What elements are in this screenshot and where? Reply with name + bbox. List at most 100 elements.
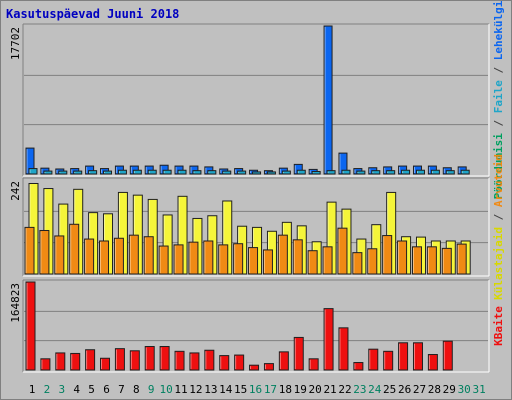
bar-face [456,243,467,275]
bar-Arvuteid-7 [113,237,124,275]
bar-Arvuteid-29 [441,247,452,275]
bar-Faile-29 [445,170,455,175]
bar-face [266,171,276,175]
bar-face [415,169,425,175]
bar-Arvuteid-19 [292,239,303,275]
bar-Arvuteid-4 [69,223,80,275]
x-tick-label: 8 [133,383,140,396]
bar-KBaite-29 [442,340,453,371]
x-tick-label: 13 [204,383,217,396]
bar-face [113,237,124,275]
bar-Arvuteid-17 [262,249,273,275]
bar-face [237,170,247,175]
bar-Arvuteid-16 [248,247,259,275]
bar-Arvuteid-1 [24,226,35,275]
bar-face [430,169,440,175]
bar-face [103,170,113,175]
legend-text: Pöördumisi [492,133,505,200]
bar-face [203,240,214,275]
bar-Arvuteid-22 [337,227,348,275]
bar-KBaite-13 [204,349,215,371]
bar-Faile-18 [281,170,291,175]
bar-KBaite-6 [100,357,111,371]
bar-face [442,340,453,371]
bar-face [85,349,96,371]
bar-Arvuteid-11 [173,244,184,275]
bar-face [263,363,274,371]
bar-Faile-13 [207,170,217,175]
bar-face [129,350,140,371]
bar-face [43,170,53,175]
bar-face [277,234,288,275]
right-legend-1: Pöördumisi / Faile / Lehekülgi [492,0,505,199]
x-tick-label: 14 [219,383,233,396]
x-tick-label: 19 [294,383,307,396]
x-tick-label: 23 [353,383,366,396]
bar-face [173,244,184,275]
bar-Arvuteid-23 [352,252,363,275]
bar-KBaite-8 [129,350,140,371]
bar-face [100,357,111,371]
bar-face [248,247,259,275]
bar-face [368,348,379,371]
bar-Faile-15 [237,170,247,175]
bar-Arvuteid-9 [143,236,154,275]
bar-Arvuteid-13 [203,240,214,275]
bar-Arvuteid-26 [397,240,408,275]
bar-face [25,281,36,371]
right-legend-2: Külastajaid / Arvuteid [492,154,505,300]
bar-face [174,350,185,371]
bar-Faile-17 [266,171,276,175]
bar-KBaite-28 [427,354,438,371]
legend-text: / [492,60,505,80]
bar-face [69,223,80,275]
bar-Arvuteid-3 [54,235,65,275]
x-tick-label: 7 [118,383,125,396]
bar-face [99,240,110,275]
bar-KBaite-15 [234,354,245,371]
bar-face [308,358,319,371]
bar-face [398,342,409,371]
bar-face [204,349,215,371]
x-tick-label: 17 [264,383,277,396]
bar-face [371,170,381,175]
bar-KBaite-7 [114,348,125,371]
bar-face [307,250,318,275]
bar-Arvuteid-30 [456,243,467,275]
bar-Faile-26 [401,169,411,175]
bar-Faile-20 [311,170,321,175]
legend-text: / [492,207,505,227]
x-tick-label: 31 [472,383,485,396]
bar-Faile-28 [430,169,440,175]
bar-Faile-19 [296,169,306,175]
bar-face [262,249,273,275]
bar-face [460,169,470,175]
bar-face [341,169,351,175]
bar-Faile-12 [192,170,202,175]
right-legend-3: KBaite [492,306,505,346]
bar-Arvuteid-14 [218,244,229,275]
bar-face [222,170,232,175]
panel-plot-area [23,24,489,176]
bar-face [323,308,334,371]
bar-Arvuteid-2 [39,229,50,275]
bar-face [249,364,260,371]
bar-face [158,245,169,275]
bar-KBaite-2 [40,358,51,371]
bar-face [192,170,202,175]
y-max-label: 17702 [9,27,22,60]
bar-face [233,243,244,275]
bar-face [55,352,66,371]
x-tick-label: 30 [458,383,471,396]
bar-face [219,355,230,371]
bar-Arvuteid-27 [411,246,422,275]
x-tick-label: 16 [249,383,262,396]
y-max-label: 242 [9,181,22,201]
bar-Faile-5 [88,170,98,175]
bar-face [426,246,437,275]
x-tick-label: 9 [148,383,155,396]
bar-face [207,170,217,175]
bar-face [397,240,408,275]
bar-Arvuteid-18 [277,234,288,275]
bar-face [296,169,306,175]
